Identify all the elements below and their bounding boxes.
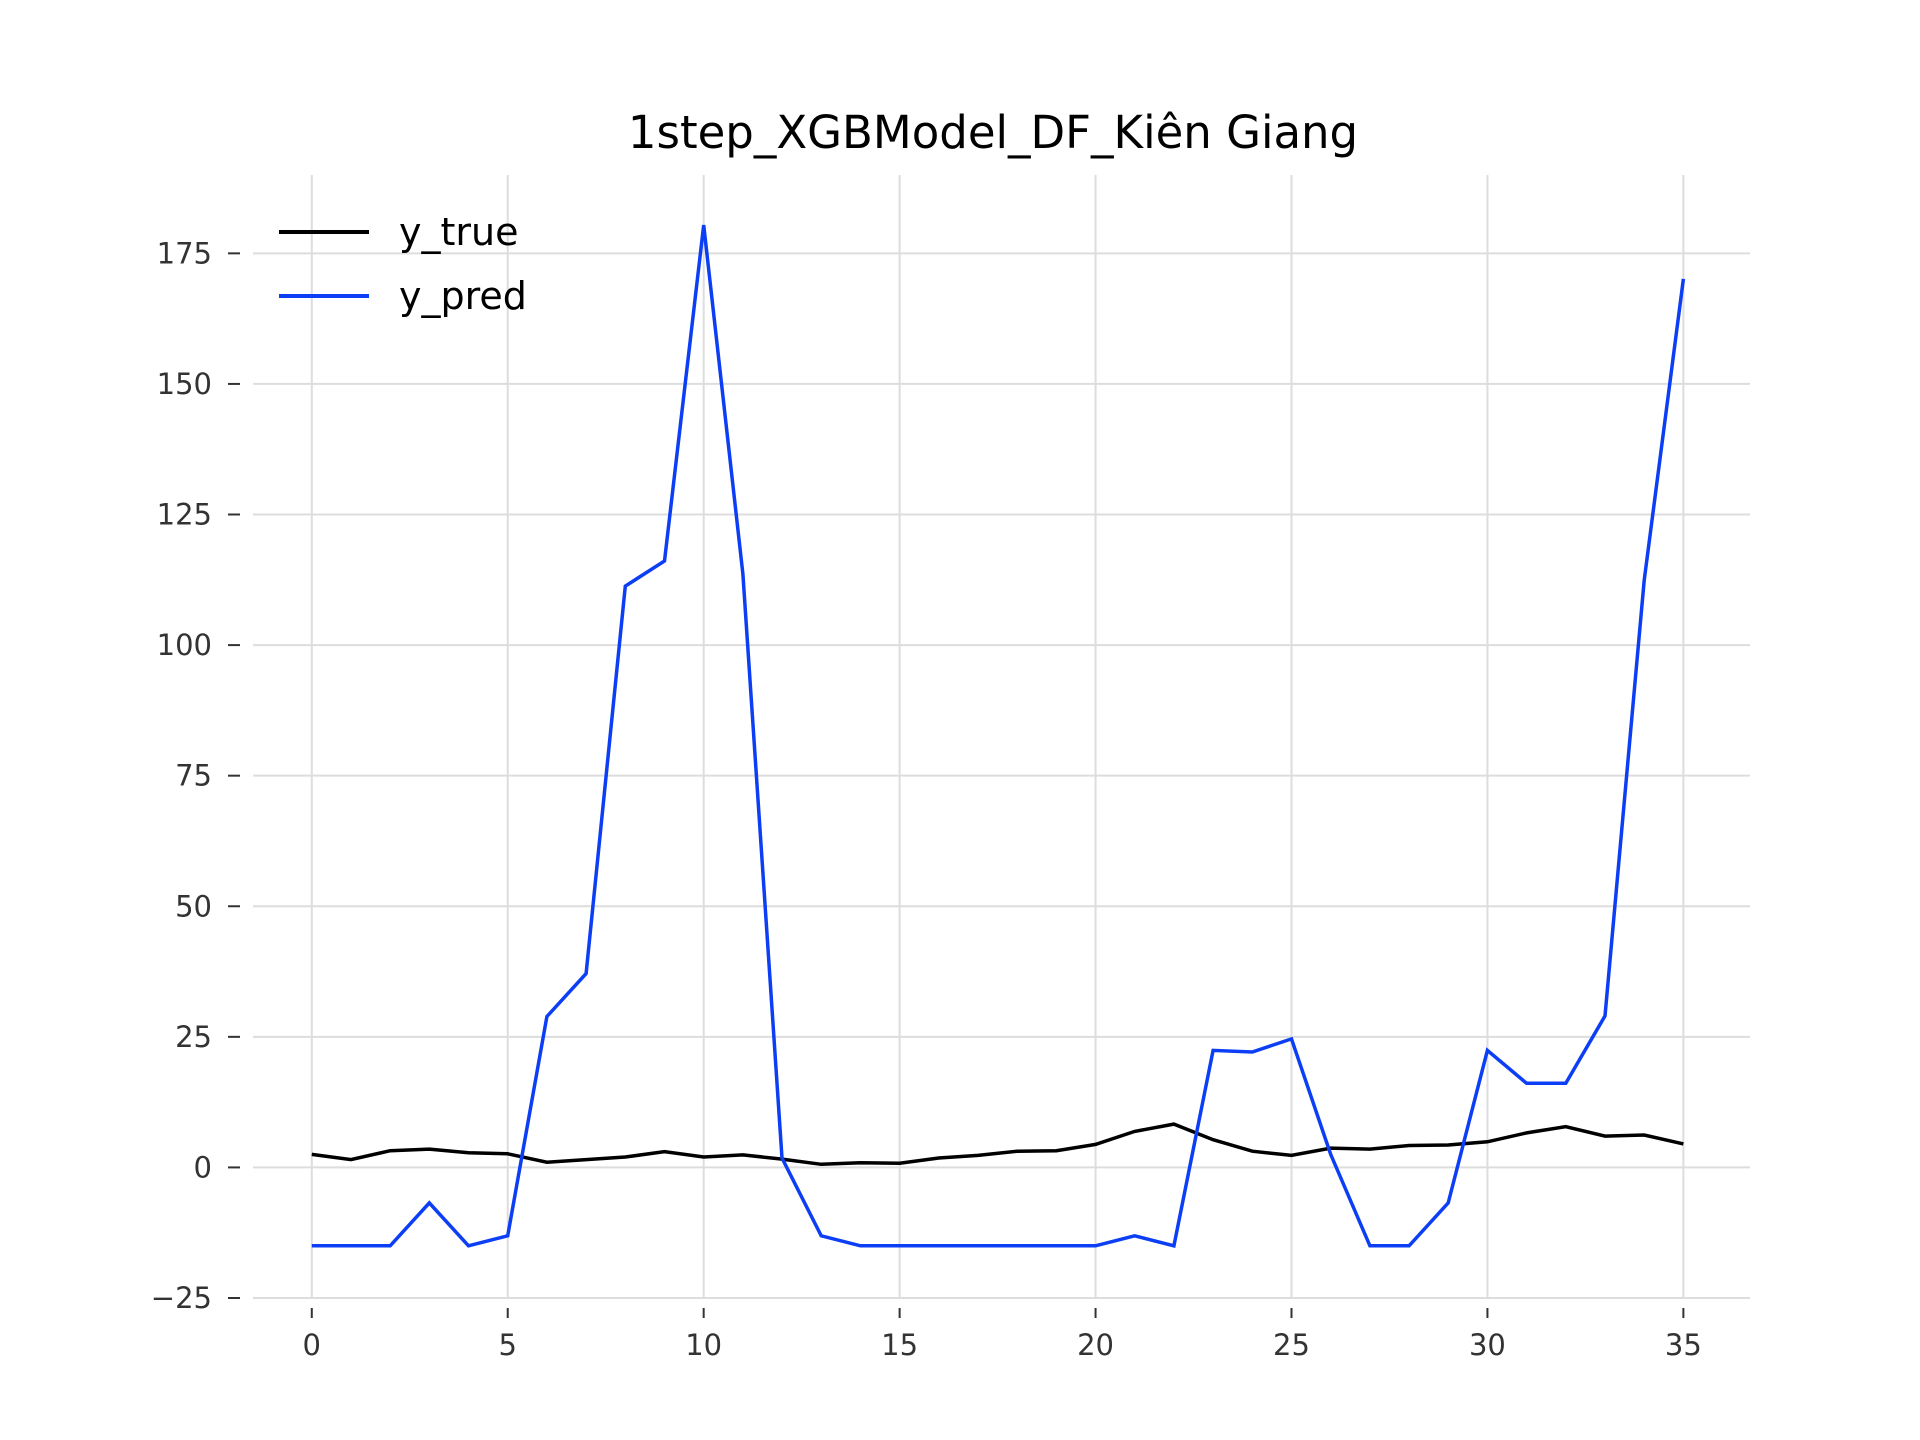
x-tick-label: 5 xyxy=(498,1328,516,1362)
legend-label-y_true: y_true xyxy=(399,210,518,254)
y-tick-label: 50 xyxy=(175,889,212,923)
x-tick-label: 30 xyxy=(1469,1328,1506,1362)
chart-title: 1step_XGBModel_DF_Kiên Giang xyxy=(628,106,1358,159)
x-tick-label: 15 xyxy=(881,1328,918,1362)
series-line-y_true xyxy=(311,1122,1684,1167)
x-tick-label: 20 xyxy=(1077,1328,1114,1362)
series-line-y_pred xyxy=(311,224,1686,1248)
axis-ticks: 0 5 10 15 20 25 30 35 −25 0 25 50 75 100 125 150 175 xyxy=(151,236,1702,1362)
grid xyxy=(253,175,1750,1299)
y-tick-label: 175 xyxy=(157,236,212,270)
legend: y_true y_pred xyxy=(279,210,527,318)
y-tick-label: 150 xyxy=(157,367,212,401)
x-tick-label: 25 xyxy=(1273,1328,1310,1362)
x-tick-label: 10 xyxy=(685,1328,722,1362)
y-tick-label: 25 xyxy=(175,1020,212,1054)
series-lines xyxy=(311,224,1686,1248)
y-tick-label: 125 xyxy=(157,498,212,532)
y-tick-label: 100 xyxy=(157,628,212,662)
y-tick-label: 0 xyxy=(194,1150,212,1184)
x-tick-label: 0 xyxy=(303,1328,321,1362)
y-tick-label: 75 xyxy=(175,759,212,793)
legend-label-y_pred: y_pred xyxy=(399,274,527,318)
y-tick-label: −25 xyxy=(151,1281,212,1315)
x-tick-label: 35 xyxy=(1665,1328,1702,1362)
